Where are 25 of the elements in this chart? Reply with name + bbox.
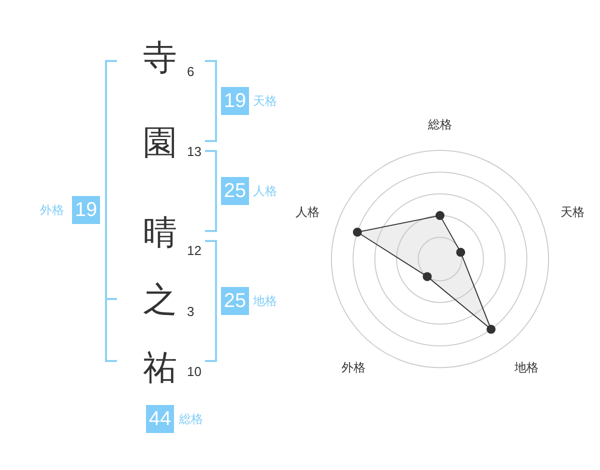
text: 25 xyxy=(221,177,249,205)
text: 25 xyxy=(221,287,249,315)
spoke-label: 地格 xyxy=(513,360,538,375)
spoke-label: 総格 xyxy=(427,117,452,132)
text: 44 xyxy=(146,405,174,433)
text: 6 xyxy=(187,64,194,79)
text: 19 xyxy=(72,196,100,224)
text: 地格 xyxy=(253,293,277,310)
category-label: 晴 xyxy=(142,213,178,253)
text: 総格 xyxy=(179,411,203,428)
spoke-label: 人格 xyxy=(296,204,320,219)
text: 13 xyxy=(187,144,202,159)
category-label: 寺 xyxy=(142,38,178,78)
category-label: 之 xyxy=(142,280,178,320)
category-label: 祐 xyxy=(142,348,178,388)
text: 天格 xyxy=(253,93,277,110)
category-label: 園 xyxy=(142,123,178,163)
text: 19 xyxy=(221,87,249,115)
text: 3 xyxy=(187,304,194,319)
text: 人格 xyxy=(253,183,277,200)
spoke-label: 外格 xyxy=(342,360,366,375)
text: 外格 xyxy=(40,202,64,219)
spoke-label: 天格 xyxy=(560,204,584,219)
text: 10 xyxy=(187,364,202,379)
text: 12 xyxy=(187,243,202,258)
